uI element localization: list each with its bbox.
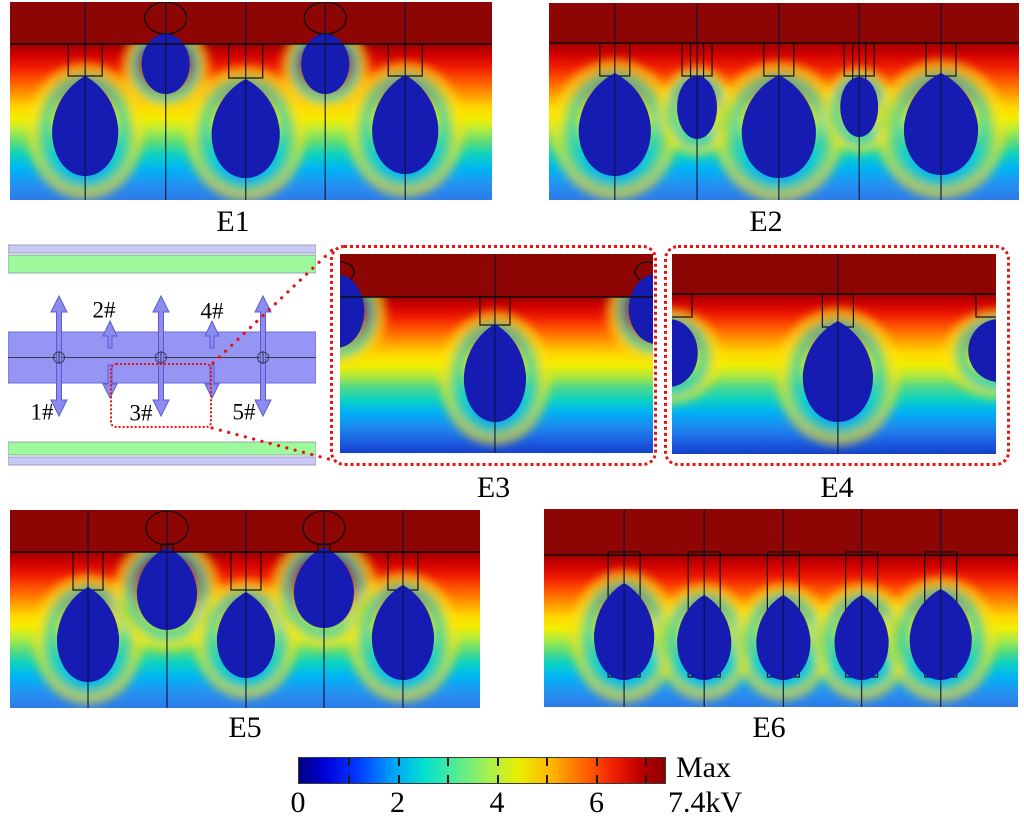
field-heatmap-svg: [549, 3, 1019, 200]
colorbar-tick-label-2: 2: [390, 786, 405, 818]
colorbar-tick-mark: [447, 775, 450, 783]
dielectric-strip: [7, 441, 317, 456]
colorbar-tick-mark: [546, 775, 549, 783]
heatmap-panel-e5: [10, 510, 480, 708]
dielectric-strip: [7, 456, 317, 466]
colorbar-tick-mark: [546, 758, 549, 766]
panel-label-e1: E1: [216, 205, 250, 238]
dielectric-strip: [7, 244, 317, 254]
colorbar-tick-mark: [645, 775, 648, 783]
heatmap-panel-e6: [544, 509, 1018, 707]
dielectric-strip: [7, 254, 317, 274]
panel-label-e3: E3: [476, 471, 511, 504]
short-needle-arrow-down: [204, 364, 220, 400]
field-heatmap-svg: [10, 510, 480, 708]
colorbar-tick-mark: [595, 775, 598, 783]
plasma-blob: [672, 319, 698, 387]
schematic-zoom-region-box: [110, 363, 212, 428]
colorbar-tick-mark: [496, 775, 499, 783]
heatmap-panel-e1: [10, 2, 492, 200]
schematic-svg: [7, 244, 317, 466]
colorbar-gradient: [298, 757, 666, 784]
colorbar-max-label: Max: [676, 751, 731, 784]
colorbar-tick-label-4: 4: [489, 786, 505, 818]
colorbar-tick-mark: [496, 758, 499, 766]
panel-label-e5: E5: [228, 711, 262, 744]
short-needle-arrow-up: [102, 319, 118, 349]
colorbar-tick-mark: [397, 775, 400, 783]
plasma-blob: [340, 274, 365, 348]
colorbar-tick-label-6: 6: [589, 786, 604, 818]
electrode-label-3: 3#: [129, 400, 153, 426]
e3-highlight-box: [330, 245, 657, 466]
heatmap-panel-e3: [340, 254, 653, 453]
colorbar-max-value-label: 7.4kV: [668, 786, 743, 818]
panel-label-e6: E6: [752, 711, 786, 744]
electrode-band: [672, 254, 996, 294]
colorbar-tick-mark: [348, 758, 351, 766]
field-heatmap-svg: [340, 254, 653, 453]
electrode-band: [549, 3, 1019, 43]
e4-highlight-box: [664, 245, 1010, 466]
panel-label-e2: E2: [749, 205, 783, 238]
colorbar-tick-mark: [595, 758, 598, 766]
colorbar-tick-label-0: 0: [290, 786, 306, 818]
colorbar-tick-mark: [348, 775, 351, 783]
electrode-label-5: 5#: [232, 399, 256, 425]
electrode-label-1: 1#: [30, 399, 54, 425]
colorbar-tick-mark: [397, 758, 400, 766]
electrode-label-2: 2#: [92, 297, 116, 323]
plasma-blob: [968, 319, 996, 382]
electrode-schematic: 1# 2# 3# 4# 5#: [7, 244, 317, 467]
field-heatmap-svg: [672, 254, 996, 454]
electrode-band: [340, 254, 653, 297]
field-heatmap-svg: [10, 2, 492, 200]
colorbar-tick-mark: [645, 758, 648, 766]
electrode-holder-outline: [672, 293, 693, 318]
electrode-band: [10, 2, 492, 44]
heatmap-panel-e4: [672, 254, 996, 454]
electrode-band: [544, 509, 1018, 555]
heatmap-panel-e2: [549, 3, 1019, 200]
colorbar: 0 2 4 6 7.4kV Max: [291, 753, 743, 818]
plasma-blob: [628, 274, 653, 344]
panel-label-e4: E4: [820, 471, 854, 504]
colorbar-tick-mark: [447, 758, 450, 766]
field-heatmap-svg: [544, 509, 1018, 707]
electrode-band: [10, 510, 480, 552]
electrode-holder-outline: [975, 293, 996, 318]
electrode-label-4: 4#: [200, 298, 224, 324]
